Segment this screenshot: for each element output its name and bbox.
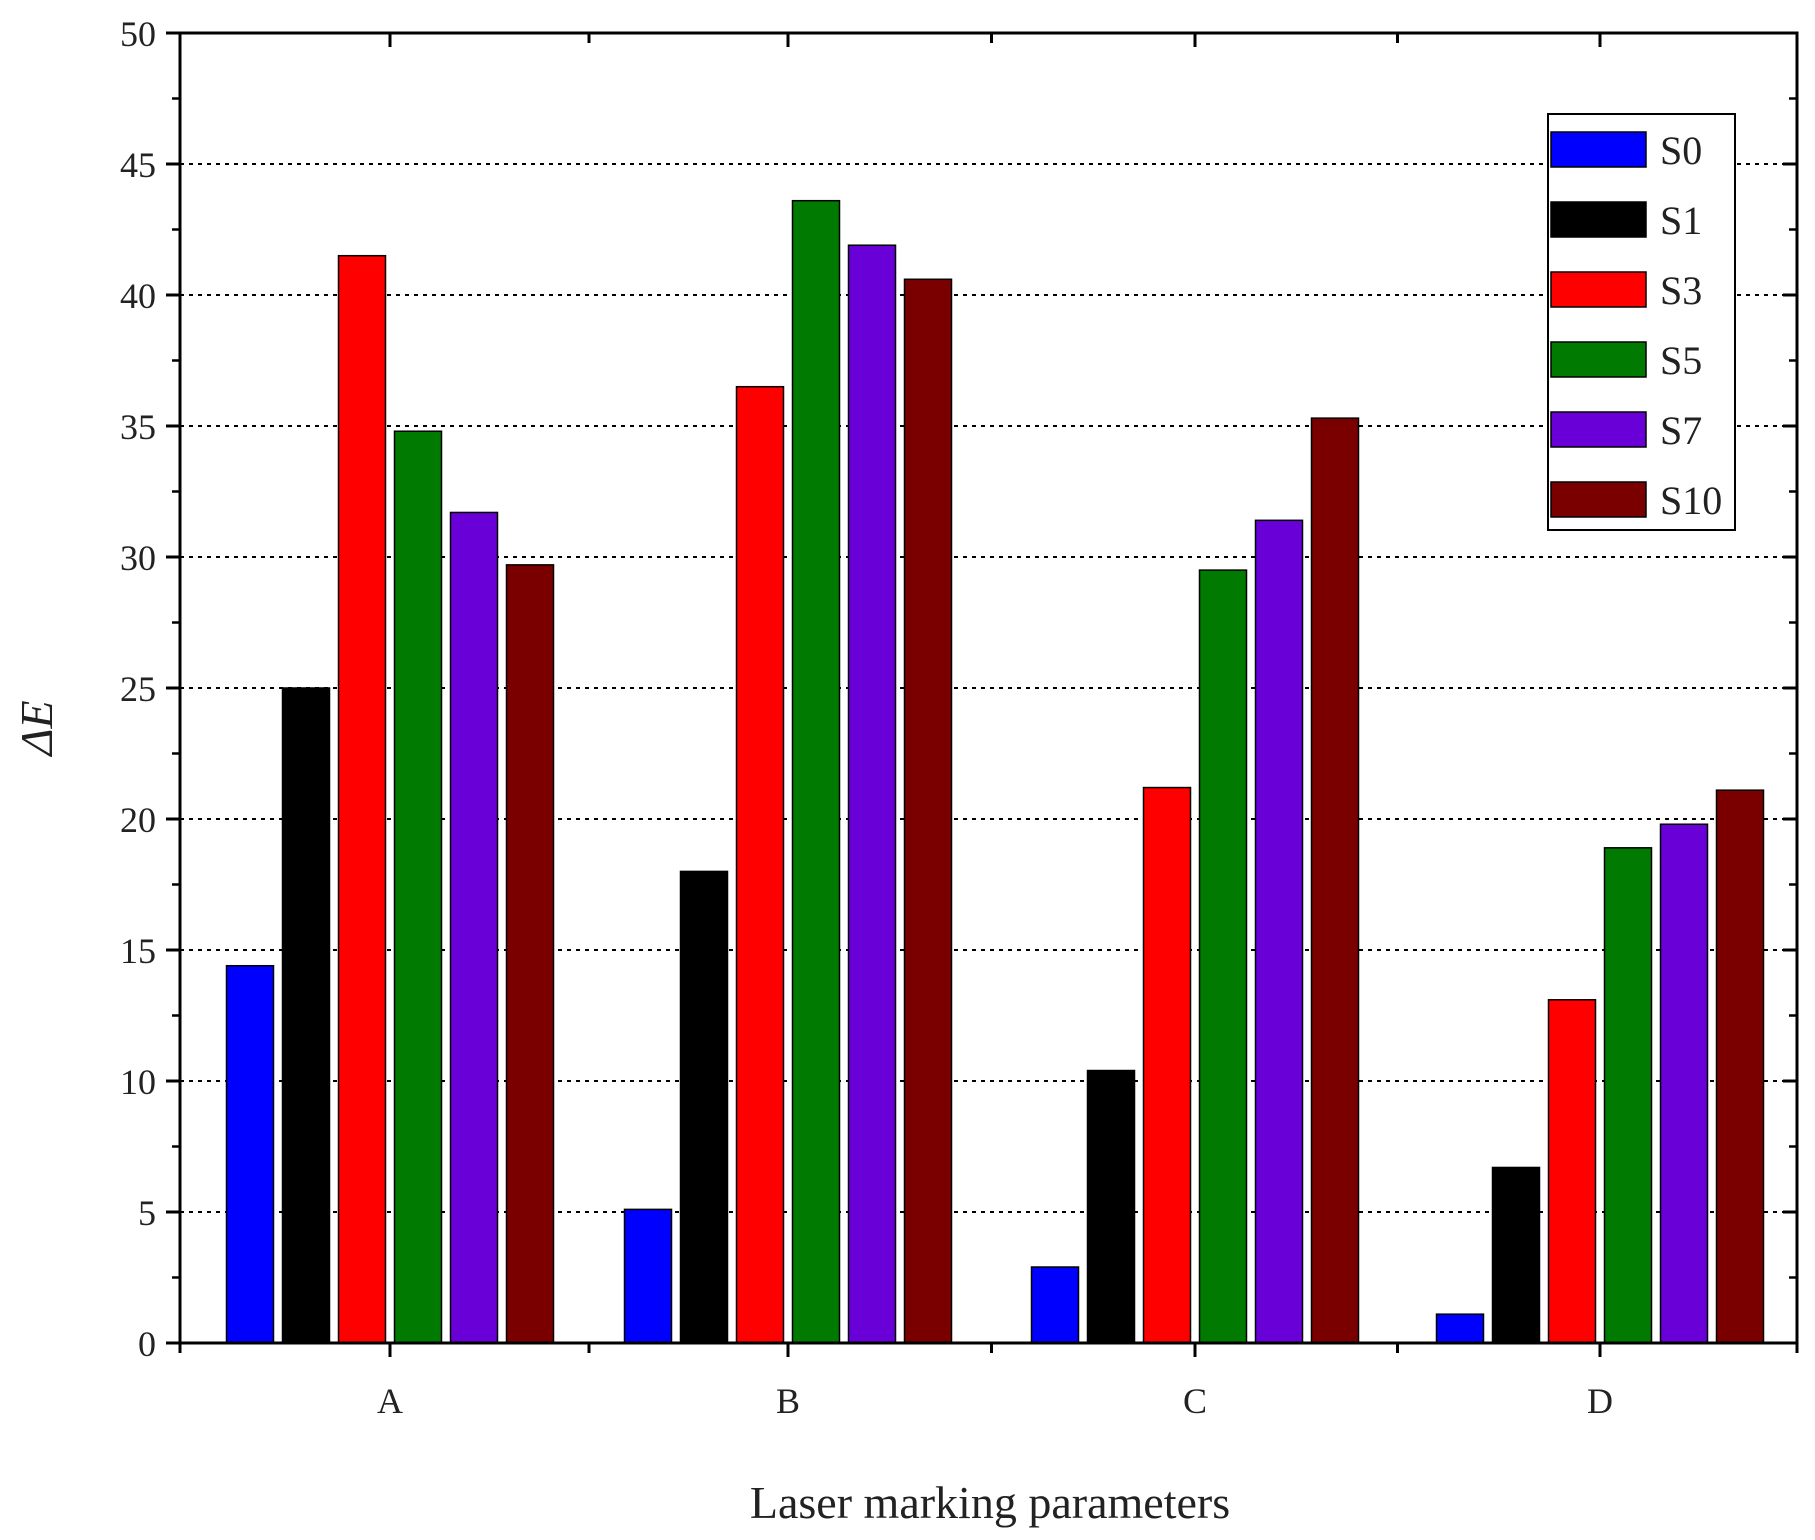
x-tick-label-b: B [776,1381,800,1421]
bar-s0-a [225,964,275,1344]
y-tick-label-35: 35 [120,407,156,447]
bar-s0-c [1030,1266,1080,1344]
y-tick-label-25: 25 [120,669,156,709]
bar-s10-a [505,564,555,1344]
y-tick-label-10: 10 [120,1062,156,1102]
bar-s10-c [1310,417,1360,1344]
bar-s7-a [449,511,499,1344]
bar-s0-b [623,1208,673,1344]
legend-label-s1: S1 [1660,198,1702,243]
y-tick-label-45: 45 [120,145,156,185]
legend-swatch-s10 [1550,481,1647,518]
bar-s7-c [1254,519,1304,1344]
legend-swatch-s0 [1550,131,1647,168]
legend-swatch-s3 [1550,271,1647,308]
bar-s3-c [1142,786,1192,1344]
bar-s10-b [903,278,953,1344]
legend-swatch-s1 [1550,201,1647,238]
legend-label-s7: S7 [1660,408,1702,453]
tick-labels: 0 5 10 15 20 25 30 35 40 45 50 A B C D [120,14,1613,1421]
bar-s1-c [1086,1069,1136,1344]
x-tick-label-d: D [1587,1381,1613,1421]
bar-s5-b [791,199,841,1344]
legend-label-s0: S0 [1660,128,1702,173]
y-tick-label-20: 20 [120,800,156,840]
bar-s10-d [1715,789,1765,1344]
y-tick-label-0: 0 [138,1324,156,1364]
bar-s1-b [679,870,729,1344]
axes [166,31,1799,1357]
y-tick-label-50: 50 [120,14,156,54]
bar-s5-d [1603,847,1653,1344]
y-tick-label-15: 15 [120,931,156,971]
legend-box [1547,113,1736,531]
bar-s7-d [1659,823,1709,1344]
bar-s7-b [847,244,897,1344]
y-axis-title: ΔE [11,700,62,757]
legend-label-s5: S5 [1660,338,1702,383]
y-tick-label-5: 5 [138,1193,156,1233]
bar-s0-d [1435,1313,1485,1344]
bars [225,199,1765,1344]
bar-s5-a [393,430,443,1344]
x-axis-title: Laser marking parameters [750,1477,1230,1528]
y-tick-label-40: 40 [120,276,156,316]
bar-s1-d [1491,1166,1541,1344]
bar-s1-a [281,687,331,1344]
x-tick-label-a: A [377,1381,403,1421]
legend-swatch-s7 [1550,411,1647,448]
legend-swatch-s5 [1550,341,1647,378]
legend: S0 S1 S3 S5 S7 S10 [1547,113,1736,531]
y-tick-label-30: 30 [120,538,156,578]
bar-s3-d [1547,999,1597,1344]
x-tick-label-c: C [1183,1381,1207,1421]
bar-s5-c [1198,569,1248,1344]
bar-s3-b [735,385,785,1344]
legend-label-s10: S10 [1660,478,1722,523]
legend-label-s3: S3 [1660,268,1702,313]
bar-s3-a [337,254,387,1344]
